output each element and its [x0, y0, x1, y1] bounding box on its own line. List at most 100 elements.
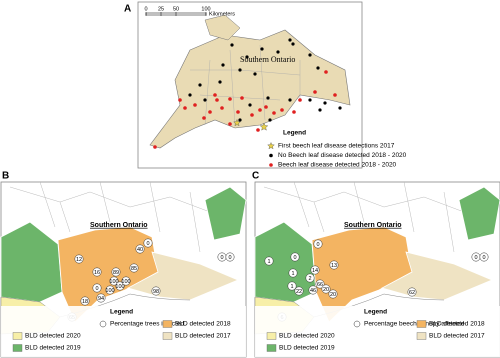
- site-no-bld: [188, 93, 192, 97]
- value-label: 0: [228, 255, 231, 261]
- legend-box: [255, 306, 500, 357]
- legend-swatch: [266, 344, 277, 352]
- value-label: 0: [474, 255, 477, 261]
- site-bld: [202, 116, 206, 120]
- value-label: 85: [131, 266, 137, 272]
- site-no-bld: [266, 96, 270, 100]
- value-circle: [109, 276, 119, 286]
- legend-item: BLD detected 2018: [175, 321, 231, 328]
- value-label: 100: [109, 279, 118, 285]
- value-label: 1: [267, 259, 270, 265]
- legend-item: BLD detected 2017: [175, 333, 231, 340]
- value-circle: [479, 252, 489, 262]
- legend-item: BLD detected 2017: [429, 333, 485, 340]
- value-circle: [74, 254, 84, 264]
- first-detection: [267, 141, 275, 150]
- site-no-bld: [230, 43, 234, 47]
- value-label: 0: [146, 241, 149, 247]
- site-no-bld: [248, 103, 252, 107]
- value-circle: [288, 268, 298, 278]
- value-label: 2: [308, 276, 311, 282]
- sites: [153, 38, 342, 149]
- value-circle: [407, 287, 417, 297]
- legend-swatch: [266, 332, 277, 340]
- site-no-bld: [338, 106, 342, 110]
- land-ontario: [149, 29, 351, 149]
- value-label: 22: [296, 289, 302, 295]
- scale-tick-label: 25: [158, 6, 164, 12]
- value-label: 0: [482, 255, 485, 261]
- value-label: 0: [293, 255, 296, 261]
- value-circle: [305, 273, 315, 283]
- boundaries: [263, 181, 465, 253]
- value-circle: [96, 293, 106, 303]
- site-bld: [272, 111, 276, 115]
- value-label: 12: [76, 257, 82, 263]
- site-bld: [240, 96, 244, 100]
- value-circle: [290, 252, 300, 262]
- legend-item: BLD detected 2020: [279, 333, 335, 340]
- site-bld: [298, 98, 302, 102]
- region-2017: [380, 251, 494, 301]
- site-no-bld: [268, 118, 272, 122]
- value-circle: [321, 284, 331, 294]
- site-no-bld: [323, 101, 327, 105]
- legend-item: No Beech leaf disease detected 2018 - 20…: [278, 152, 407, 159]
- value-circle: [308, 285, 318, 295]
- value-circle: [111, 267, 121, 277]
- site-no-bld: [308, 98, 312, 102]
- value-circle: [329, 260, 339, 270]
- value-circle: [310, 265, 320, 275]
- site-no-bld: [291, 42, 295, 46]
- legend-item: Percentage beech canopy affected: [364, 321, 465, 328]
- value-label: 89: [113, 270, 119, 276]
- site-bld: [183, 106, 187, 110]
- site-no-bld: [253, 72, 257, 76]
- value-circle: [143, 238, 153, 248]
- scale-tick-label: 0: [144, 6, 147, 12]
- value-label: 0: [316, 242, 319, 248]
- site-no-bld: [318, 108, 322, 112]
- site-bld: [213, 93, 217, 97]
- value-label: 20: [323, 287, 329, 293]
- legend-box: [1, 306, 246, 357]
- value-circle: [129, 263, 139, 273]
- site-no-bld: [238, 118, 242, 122]
- legend-swatch: [416, 332, 427, 340]
- value-circle: [80, 296, 90, 306]
- value-circle: [135, 244, 145, 254]
- value-label: 100: [115, 284, 124, 290]
- site-bld: [178, 98, 182, 102]
- value-circle: [92, 283, 102, 293]
- site-bld: [228, 122, 232, 126]
- legend-item: BLD detected 2019: [279, 345, 335, 352]
- value-label: 62: [409, 290, 415, 296]
- value-label: 18: [82, 299, 88, 305]
- value-circle: [264, 256, 274, 266]
- value-label: 100: [105, 288, 114, 294]
- value-label: 1: [291, 271, 294, 277]
- region-2019-ne: [458, 186, 500, 241]
- map-label: Southern Ontario: [344, 222, 402, 229]
- first-detection: [259, 122, 269, 131]
- site-bld: [215, 98, 219, 102]
- first-detection: [233, 118, 241, 127]
- site-bld: [208, 110, 212, 114]
- site-no-bld: [288, 38, 292, 42]
- value-circle: [315, 279, 325, 289]
- site-no-bld: [198, 83, 202, 87]
- legend-swatch: [162, 332, 173, 340]
- site-bld: [333, 93, 337, 97]
- value-label: 0: [95, 286, 98, 292]
- value-label: 100: [121, 279, 130, 285]
- value-circle: [225, 252, 235, 262]
- legend-item: BLD detected 2018: [429, 321, 485, 328]
- legend-marker: [353, 320, 361, 328]
- site-bld: [292, 110, 296, 114]
- value-label: 1: [290, 284, 293, 290]
- value-label: 66: [317, 282, 323, 288]
- legend-title: Legend: [110, 309, 133, 316]
